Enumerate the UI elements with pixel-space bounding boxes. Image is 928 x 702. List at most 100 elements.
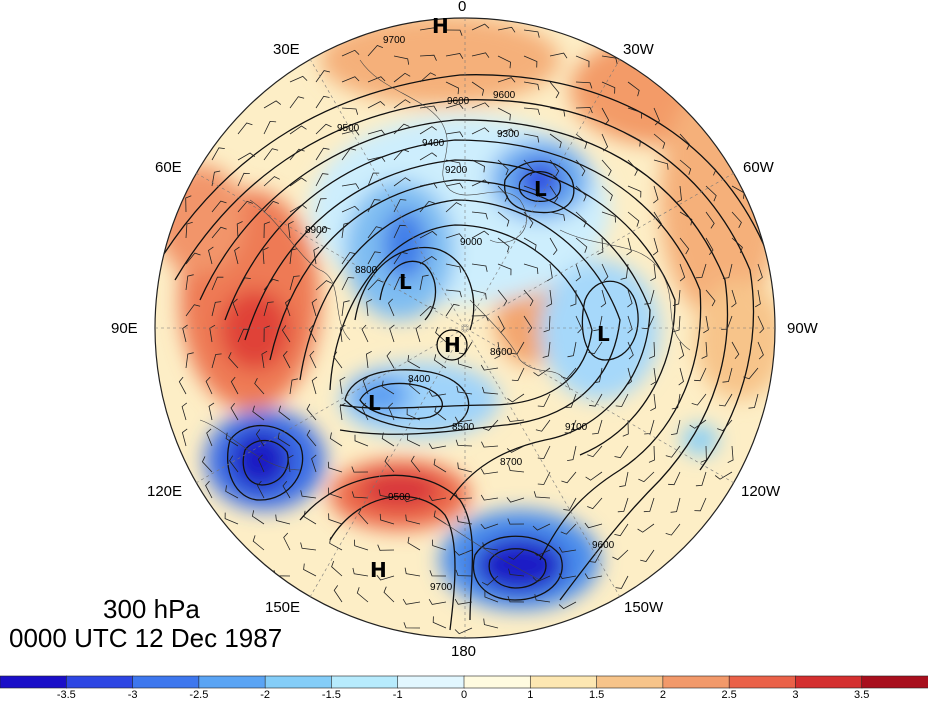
wind-barb (497, 26, 516, 33)
wind-barb (205, 480, 213, 499)
wind-barb (206, 428, 213, 447)
wind-barb (701, 341, 708, 359)
wind-barb (695, 263, 707, 279)
wind-barb (181, 428, 188, 447)
contour-label: 9600 (447, 96, 470, 107)
wind-barb (237, 122, 253, 135)
wind-barb (211, 147, 225, 161)
wind-barb (507, 595, 525, 603)
wind-barb (393, 276, 406, 291)
wind-barb (262, 247, 269, 265)
wind-barb (361, 324, 369, 343)
wind-barb (341, 222, 350, 239)
wind-barb (419, 256, 437, 265)
wind-barb (532, 549, 551, 557)
colorbar-tick: 1.5 (588, 689, 605, 701)
wind-barb (388, 298, 395, 317)
wind-barb (731, 237, 743, 254)
wind-barb (406, 433, 421, 447)
wind-barb (506, 445, 525, 453)
wind-barb (445, 202, 462, 213)
wind-barb (601, 263, 609, 282)
wind-barb (679, 237, 690, 255)
wind-barb (481, 441, 499, 448)
wind-barb (497, 185, 509, 202)
wind-barb (627, 159, 638, 176)
wind-barb (445, 263, 462, 273)
wind-barb (419, 54, 437, 61)
wind-barb (445, 53, 464, 59)
wind-barb (670, 419, 681, 435)
wind-barb (584, 522, 603, 529)
colorbar-bin (861, 675, 928, 689)
wind-barb (575, 211, 587, 228)
wind-barb (365, 350, 372, 369)
wind-barb (311, 454, 317, 473)
contour-label: 9200 (445, 165, 468, 176)
wind-barb (185, 195, 192, 213)
wind-barb (678, 341, 685, 360)
wind-barb (644, 289, 655, 305)
wind-barb (695, 471, 707, 487)
wind-barb (383, 586, 395, 603)
wind-barb (328, 513, 343, 525)
wind-barb (300, 490, 317, 499)
high-center-marker: H (444, 333, 461, 357)
wind-barb (261, 350, 268, 369)
wind-barb (722, 367, 733, 383)
wind-barb (327, 461, 343, 473)
wind-barb (379, 513, 395, 525)
wind-barb (617, 497, 629, 513)
wind-barb (237, 200, 253, 213)
wind-barb (410, 455, 421, 473)
wind-barb (393, 177, 411, 187)
wind-barb (585, 471, 603, 481)
wind-barb (627, 81, 640, 97)
wind-barb (757, 263, 763, 282)
graticule (155, 18, 775, 638)
wind-barb (367, 101, 386, 109)
wind-barb (471, 230, 490, 239)
wind-barb (523, 81, 540, 91)
wind-barb (341, 107, 359, 115)
wind-barb (549, 107, 566, 117)
contour-label: 9500 (388, 492, 411, 503)
wind-barb (620, 263, 629, 280)
wind-barb (419, 274, 429, 291)
wind-barb (653, 211, 662, 229)
wind-barb (341, 183, 360, 190)
wind-barb (482, 386, 499, 395)
low-center-marker: L (368, 391, 381, 415)
wind-barb (549, 133, 562, 149)
wind-barb (393, 224, 406, 239)
colorbar-bin (0, 675, 68, 689)
wind-barb (614, 523, 629, 537)
wind-barb (705, 159, 717, 176)
wind-barb (703, 315, 709, 334)
wind-barb (408, 379, 421, 395)
wind-barb (584, 573, 603, 580)
wind-barb (377, 544, 395, 551)
wind-barb (329, 432, 343, 447)
wind-barbs (178, 23, 765, 635)
wind-barb (406, 408, 421, 421)
wind-barb (289, 75, 308, 83)
wind-barb (237, 328, 250, 343)
lon-label-0: 0 (458, 0, 467, 15)
wind-barb (523, 55, 538, 68)
wind-barb (445, 182, 464, 189)
wind-barb (454, 598, 473, 605)
wind-barb (367, 45, 384, 57)
wind-barb (252, 405, 265, 421)
wind-barb (315, 226, 331, 239)
wind-barb (419, 305, 436, 317)
wind-barb (419, 72, 436, 83)
wind-barb (757, 315, 765, 334)
wind-barb (333, 351, 343, 369)
wind-barb (601, 185, 613, 202)
wind-barb (523, 185, 538, 197)
wind-barb (351, 491, 369, 499)
wind-barb (471, 102, 490, 109)
colorbar-bin (596, 675, 664, 689)
wind-barb (211, 301, 222, 317)
